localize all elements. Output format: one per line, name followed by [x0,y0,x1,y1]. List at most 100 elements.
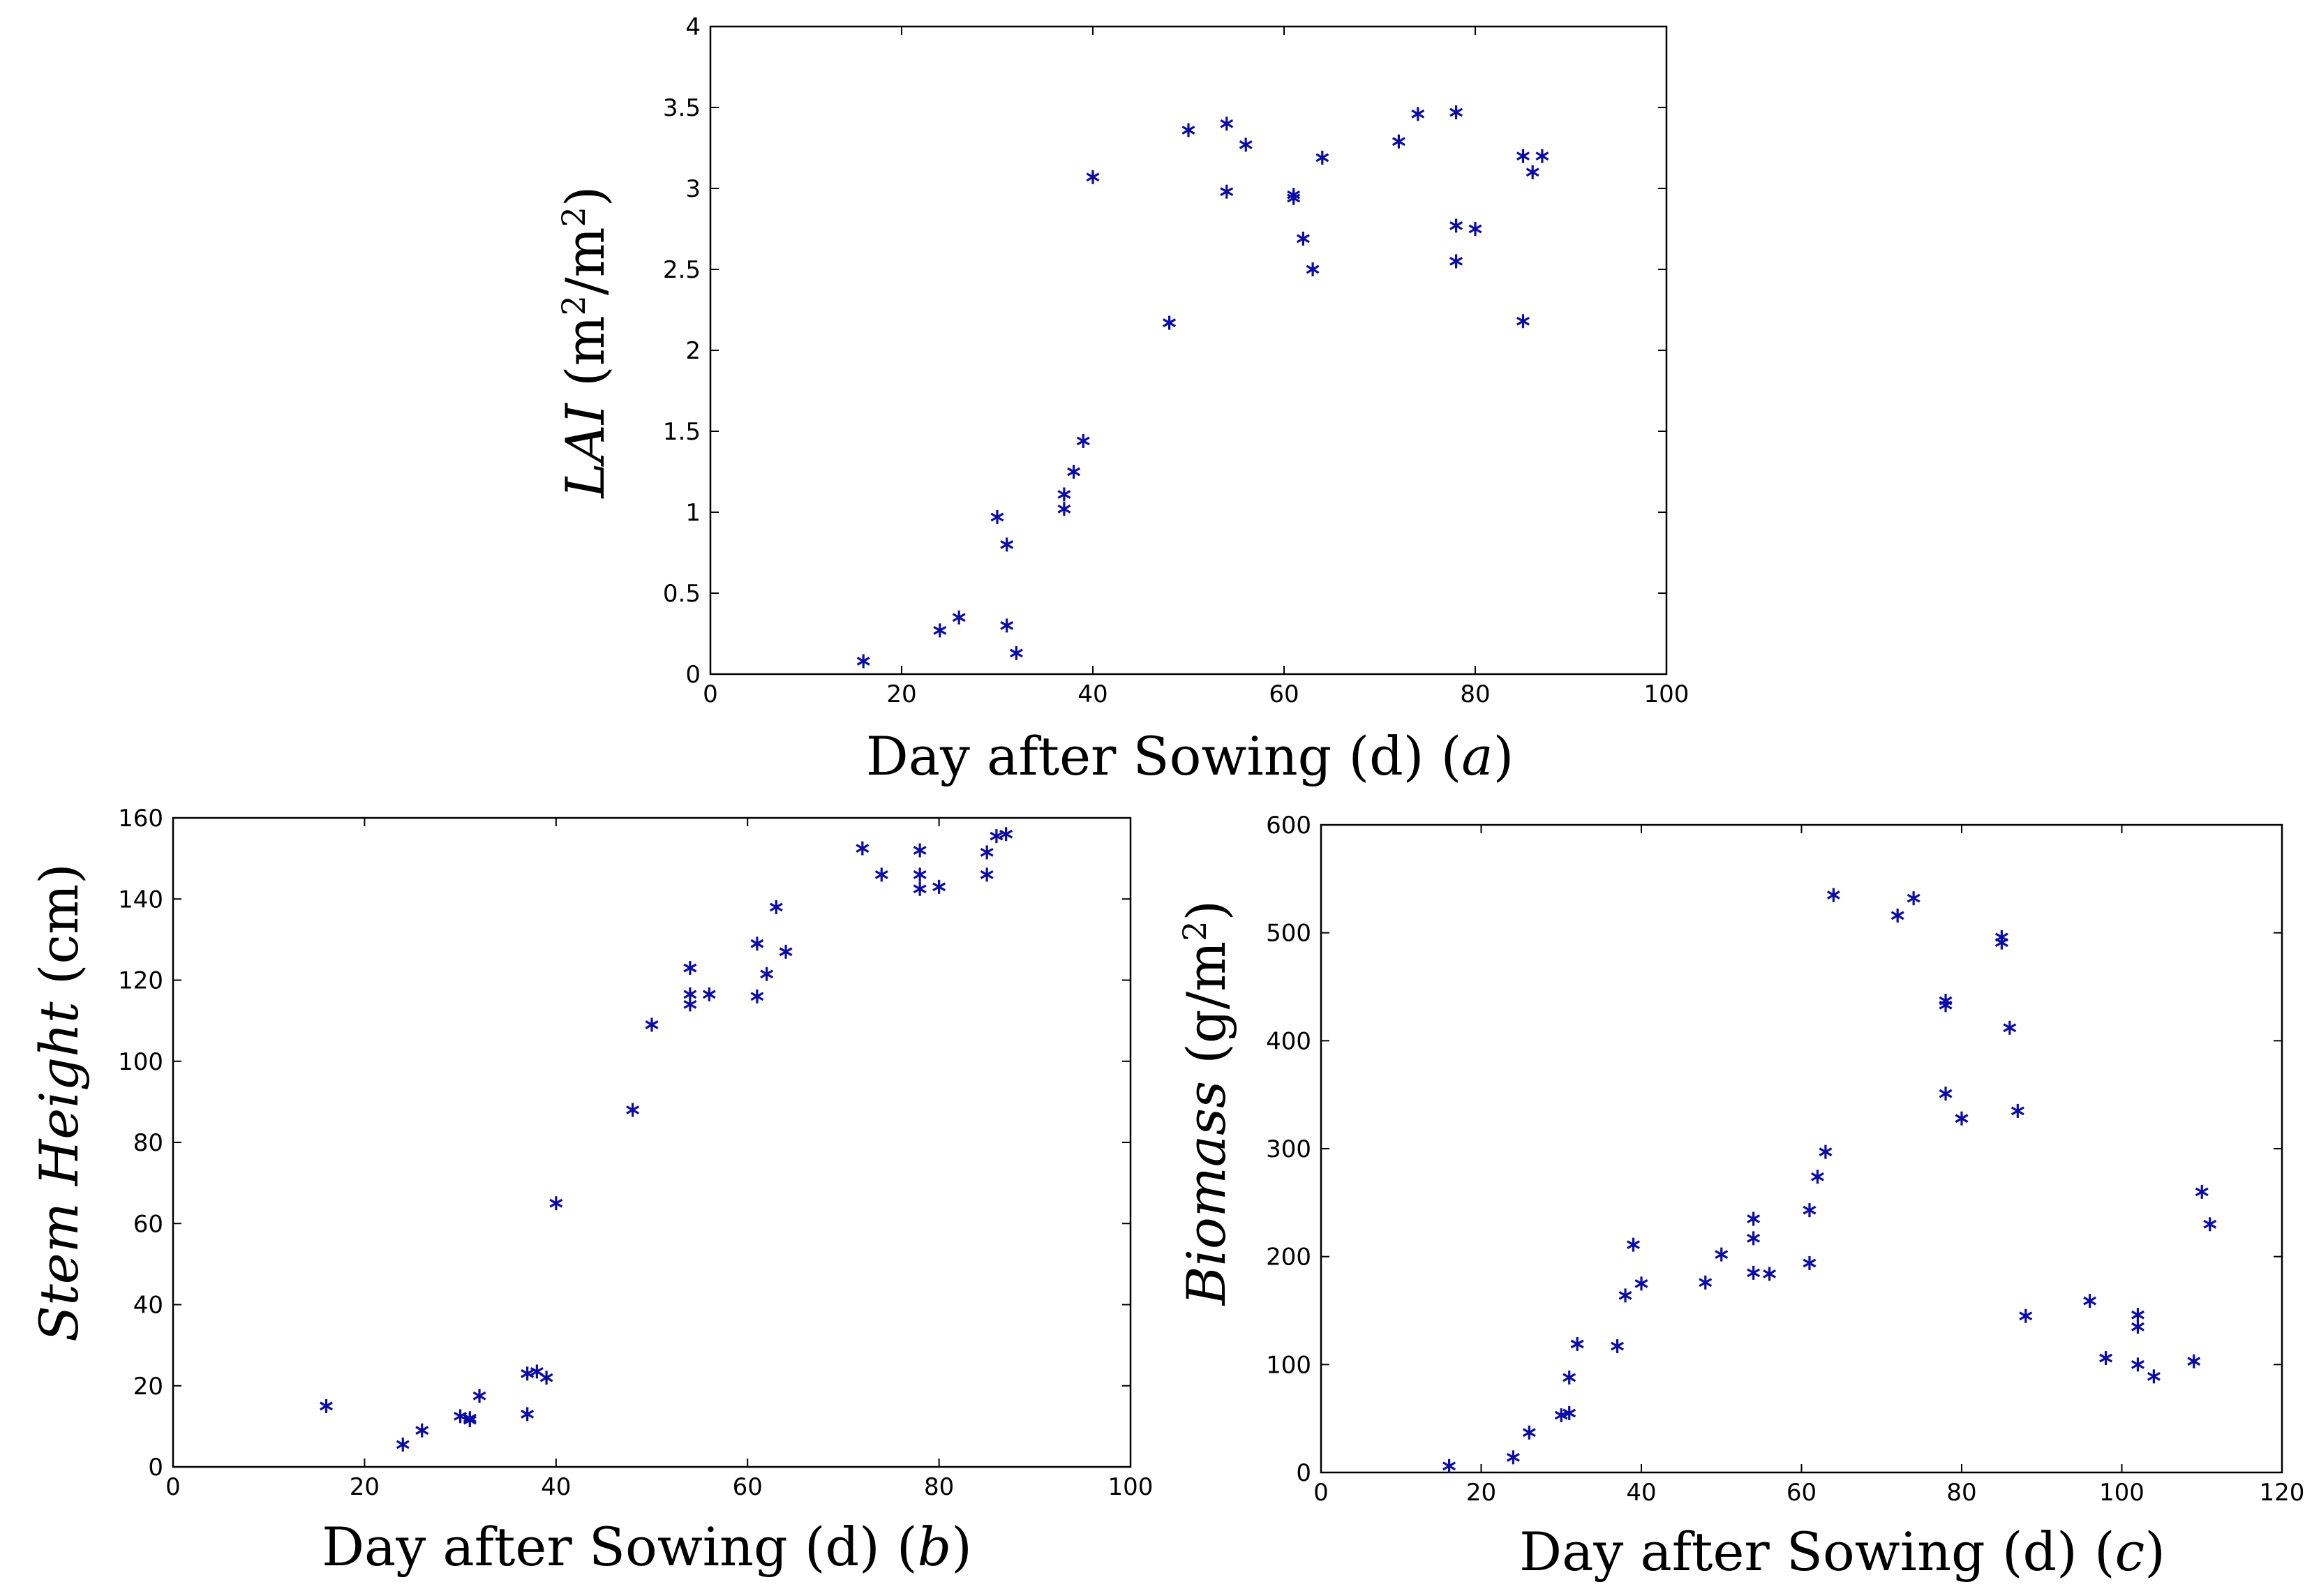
panel-c-y-tick-label: 200 [1266,1244,1311,1271]
panel-b-data-point [472,1389,486,1403]
panel-b-data-point [760,967,774,981]
panel-b-y-axis-title-unit: cm [28,884,90,964]
panel-a-x-tick-label: 0 [703,680,718,708]
panel-c-data-point [1955,1111,1969,1126]
panel-c-data-point [2187,1354,2201,1368]
panel-c-data-point [1611,1339,1625,1354]
panel-c-data-point [1562,1370,1576,1385]
panel-b-y-tick-label: 20 [133,1373,163,1401]
panel-a-y-tick-label: 3 [685,175,701,203]
panel-a-x-tick-label: 80 [1460,680,1490,708]
panel-b-y-tick-label: 80 [133,1129,163,1157]
panel-b-data-point [932,879,946,894]
panel-a-data-point [1067,465,1081,479]
panel-c-data-point [1562,1405,1576,1420]
panel-c-data-point [2083,1294,2097,1308]
panel-c-data-point [1554,1408,1568,1423]
panel-c-x-axis-title: Day after Sowing (d) (c) [1519,1521,2165,1583]
panel-a-x-axis-title-main: Day after Sowing (d) [866,725,1424,787]
panel-b-data-point [702,987,716,1001]
panel-b-data-point [396,1438,410,1452]
panel-a-x-tick-label: 20 [886,680,916,708]
panel-a-data-point [1516,149,1530,163]
panel-c-data-point [2203,1217,2217,1232]
panel-a-data-point [1296,231,1310,246]
panel-c-data-point [1803,1255,1817,1270]
panel-a-data-point [1449,254,1463,269]
panel-b-x-tick-label: 20 [350,1473,380,1501]
panel-b-y-tick-label: 140 [118,886,163,913]
panel-a-x-tick-label: 100 [1644,680,1689,708]
panel-b-data-point [769,900,783,914]
panel-b-data-point [874,867,888,882]
panel-a-data-point [1535,149,1549,163]
panel-a-data-point [990,509,1004,524]
panel-a-data-point [1009,646,1023,660]
panel-c-y-axis-title-var: Biomass [1175,1081,1237,1306]
panel-c-panel-tag: c [2115,1521,2145,1583]
panel-b-x-axis-title-main: Day after Sowing (d) [322,1516,880,1578]
panel-b-data-point [980,845,994,860]
panel-c-y-tick-label: 500 [1266,920,1311,948]
panel-b-data-point [626,1103,640,1117]
panel-a-data-point [1411,107,1425,121]
panel-c-data-point [2003,1020,2017,1035]
panel-c-data-point [1618,1288,1632,1303]
panel-b-data-point [645,1017,659,1032]
panel-b-data-point [913,881,927,896]
panel-b-data-point [521,1366,535,1381]
panel-c-x-tick-label: 0 [1313,1479,1329,1507]
panel-c-data-point [1715,1247,1729,1262]
panel-c-data-point [1803,1203,1817,1218]
panel-a-data-point [1057,487,1071,502]
panel-c-data-point [1939,1087,1953,1101]
panel-a-y-tick-label: 1 [685,499,701,527]
panel-c-plot-area [1320,823,2283,1474]
panel-a-x-tick-label: 60 [1269,680,1299,708]
panel-c-data-point [1890,908,1904,923]
panel-a-data-point [1057,502,1071,516]
panel-c-x-tick-label: 40 [1626,1479,1656,1507]
panel-b-data-point [913,843,927,858]
panel-c-x-tick-label: 120 [2260,1479,2305,1507]
panel-a-y-tick-label: 0.5 [663,580,701,608]
panel-c-data-point [2131,1308,2144,1322]
panel-c-data-point [1522,1425,1536,1440]
panel-b-x-axis-title: Day after Sowing (d) (b) [322,1516,972,1578]
panel-a-y-tick-label: 0 [685,661,701,689]
panel-b-panel-tag: b [918,1516,952,1578]
panel-a-data-point [1449,105,1463,119]
panel-a-y-tick-label: 1.5 [663,418,701,446]
panel-a-panel-tag: a [1461,725,1493,787]
panel-a-data-point [1287,188,1301,202]
panel-b-y-axis-title-var: Stem Height [28,1001,90,1342]
panel-b-data-point [521,1407,535,1422]
panel-c-biomass: 0 20 40 60 80 100 120 0 100 200 300 400 500 600 Day a… [1175,812,2304,1583]
panel-c-y-tick-label: 100 [1266,1351,1311,1379]
panel-b-x-tick-label: 60 [733,1473,763,1501]
panel-a-data-point [1220,117,1234,131]
panel-b-x-tick-label: 100 [1108,1473,1154,1501]
panel-c-data-point [2195,1184,2209,1199]
panel-c-data-point [1747,1265,1761,1280]
panel-a-data-point [1516,314,1530,329]
panel-c-data-point [1826,888,1840,902]
panel-c-y-tick-label: 400 [1266,1027,1311,1055]
panel-c-data-point [1506,1450,1520,1465]
panel-b-data-point [683,987,697,1001]
panel-c-y-tick-label: 0 [1296,1459,1311,1487]
panel-a-x-axis-title: Day after Sowing (d) (a) [866,725,1514,787]
panel-b-data-point [999,827,1013,842]
panel-a-y-tick-label: 3.5 [663,94,701,122]
panel-c-x-axis-title-main: Day after Sowing (d) [1519,1521,2078,1583]
panel-b-data-point [856,841,870,856]
panel-c-x-tick-label: 80 [1946,1479,1976,1507]
panel-b-data-point [454,1409,468,1424]
panel-b-data-point [980,867,994,882]
panel-b-y-tick-label: 120 [118,967,163,995]
panel-a-y-tick-label: 4 [685,13,701,41]
panel-b-y-tick-label: 160 [118,805,163,833]
panel-b-x-tick-label: 40 [541,1473,571,1501]
panel-a-data-point [1468,222,1482,236]
